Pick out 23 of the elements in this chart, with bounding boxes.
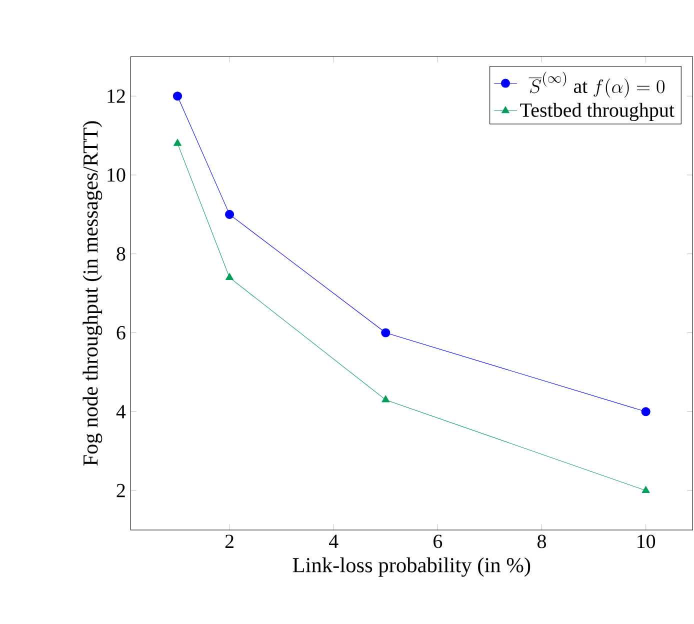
point [382, 395, 390, 402]
point [174, 138, 182, 146]
legend-label: $\overline{S}^{(\infty)}\mbox{ at }f(\alpha)=0$ [528, 72, 665, 98]
point [642, 486, 650, 493]
legend-label: Testbed throughput [520, 102, 674, 122]
x-axis-title: Link-loss probability (in %) [292, 557, 530, 577]
y-tick-label: 2 [116, 484, 125, 498]
y-tick-label: 4 [116, 405, 126, 418]
x-tick-label: 10 [638, 534, 656, 548]
point [641, 407, 650, 416]
y-axis-title: Fog node throughput (in messages/RTT) [82, 121, 102, 466]
y-tick-label: 12 [108, 89, 125, 103]
x-tick-label: 4 [329, 534, 338, 548]
x-tick-label: 8 [538, 534, 546, 548]
y-tick-label: 10 [108, 168, 126, 182]
point [225, 210, 234, 219]
point [381, 328, 390, 338]
point [226, 273, 234, 280]
x-tick-label: 6 [434, 534, 442, 548]
y-tick-label: 8 [116, 247, 126, 261]
x-tick-label: 2 [225, 534, 234, 548]
y-tick-label: 6 [116, 326, 126, 340]
point [172, 92, 182, 101]
